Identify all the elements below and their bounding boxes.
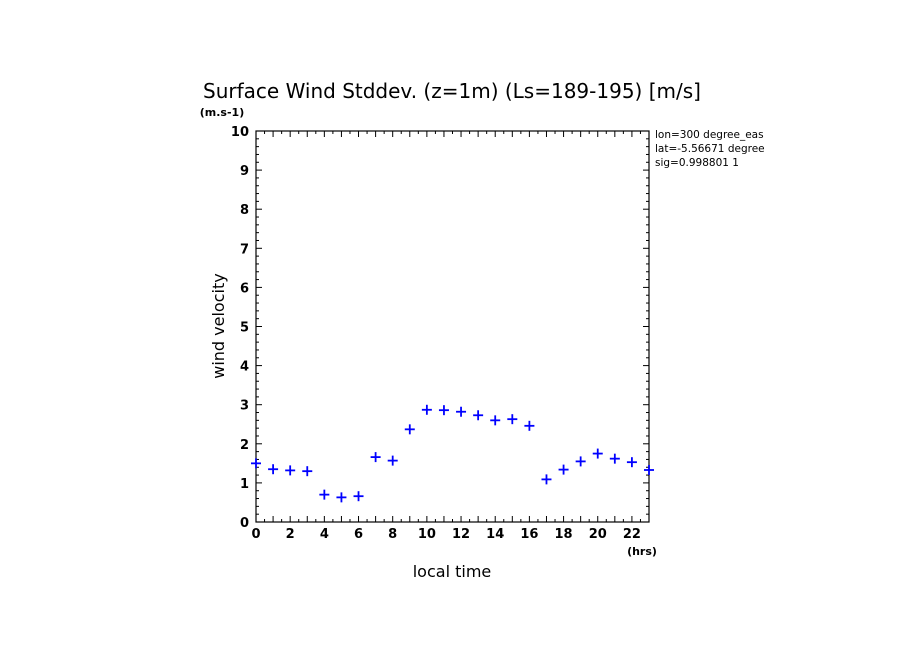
data-point [353,491,364,502]
x-tick-label: 4 [320,527,329,542]
data-point [575,456,586,467]
data-points [251,404,654,503]
data-point [626,457,637,468]
x-tick-label: 2 [286,527,295,542]
x-tick-label: 0 [251,527,260,542]
data-point [456,406,467,417]
x-tick-label: 16 [520,527,538,542]
data-point [336,492,347,503]
data-point [558,464,569,475]
y-tick-label: 4 [240,360,249,375]
data-point [268,464,279,475]
y-tick-label: 2 [240,438,249,453]
annotation-lon: lon=300 degree_eas [655,129,764,141]
data-point [251,458,261,469]
x-tick-label: 18 [555,527,573,542]
data-point [473,410,484,421]
y-tick-label: 8 [240,203,249,218]
data-point [524,420,535,431]
y-tick-label: 0 [240,516,249,531]
x-axis-label: local time [413,562,492,581]
data-point [507,414,518,425]
chart-title: Surface Wind Stddev. (z=1m) (Ls=189-195)… [203,79,701,103]
x-tick-label: 8 [388,527,397,542]
data-point [490,415,501,426]
data-point [404,424,415,435]
y-tick-label: 10 [231,125,249,140]
data-point [387,455,398,466]
data-point [421,404,432,415]
y-tick-label: 1 [240,477,249,492]
x-tick-label: 6 [354,527,363,542]
x-tick-label: 20 [589,527,607,542]
x-unit-label: (hrs) [627,545,657,558]
y-unit-label: (m.s-1) [200,106,244,119]
data-point [592,448,603,459]
y-tick-label: 9 [240,164,249,179]
y-tick-label: 7 [240,242,249,257]
x-tick-label: 12 [452,527,470,542]
x-tick-label: 14 [486,527,504,542]
data-point [609,453,620,464]
data-point [285,465,296,476]
x-tick-label: 22 [623,527,641,542]
data-point [541,474,552,485]
data-point [302,466,313,477]
y-tick-label: 3 [240,399,249,414]
y-axis-label: wind velocity [209,273,228,378]
data-point [438,405,449,416]
data-point [319,489,330,500]
plot-frame [255,130,650,523]
data-point [370,452,381,463]
data-point [644,464,654,475]
y-tick-label: 6 [240,281,249,296]
x-tick-label: 10 [418,527,436,542]
y-tick-label: 5 [240,321,249,336]
annotation-lat: lat=-5.56671 degree [655,143,765,155]
annotation-sig: sig=0.998801 1 [655,157,739,169]
